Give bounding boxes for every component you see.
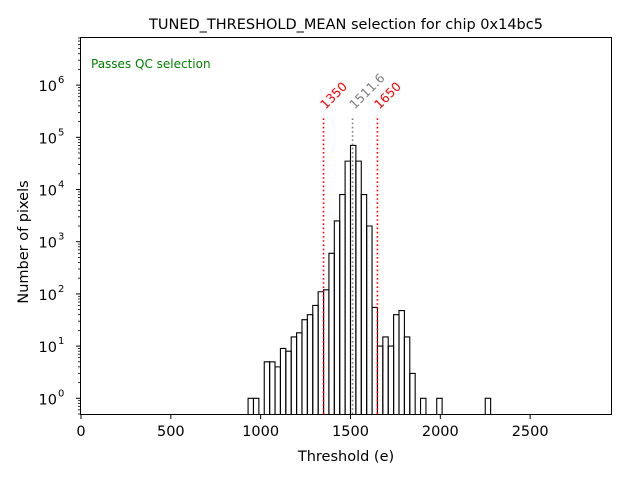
histogram-bin <box>484 397 492 414</box>
x-tick-label: 1500 <box>332 424 369 440</box>
y-tick-label: 10 <box>39 236 57 252</box>
y-tick-label: 10 <box>39 131 57 147</box>
y-tick-exponent: 4 <box>58 180 64 191</box>
y-tick-label: 10 <box>39 184 57 200</box>
x-tick-label: 2500 <box>512 424 549 440</box>
y-tick-exponent: 3 <box>58 232 64 243</box>
plot-frame <box>80 37 612 415</box>
y-tick-label: 10 <box>39 340 57 356</box>
y-tick-exponent: 0 <box>58 388 64 399</box>
histogram-bin <box>420 397 427 414</box>
y-tick-exponent: 5 <box>58 127 64 138</box>
histogram-bin <box>409 372 416 414</box>
y-tick-exponent: 2 <box>58 284 64 295</box>
y-tick-exponent: 6 <box>58 75 64 86</box>
x-tick-label: 2000 <box>422 424 459 440</box>
y-tick-label: 10 <box>39 79 57 95</box>
qc-annotation: Passes QC selection <box>91 57 211 71</box>
x-tick-label: 500 <box>157 424 185 440</box>
y-tick-label: 10 <box>39 392 57 408</box>
y-tick-label: 10 <box>39 288 57 304</box>
histogram-bin <box>252 397 260 414</box>
chart-title: TUNED_THRESHOLD_MEAN selection for chip … <box>148 17 543 33</box>
y-tick-exponent: 1 <box>58 336 64 347</box>
y-axis-label: Number of pixels <box>16 180 32 303</box>
x-tick-label: 0 <box>76 424 85 440</box>
x-axis-label: Threshold (e) <box>297 449 394 465</box>
x-tick-label: 1000 <box>242 424 279 440</box>
histogram-bin <box>436 397 443 414</box>
